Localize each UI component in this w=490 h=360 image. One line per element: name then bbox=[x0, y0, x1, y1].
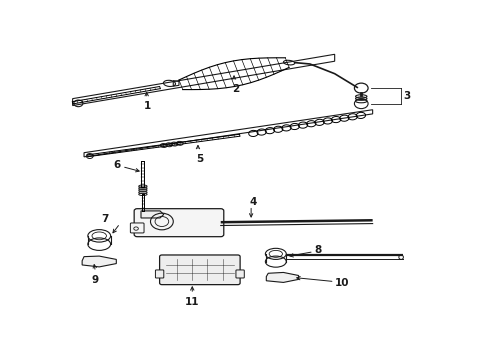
Polygon shape bbox=[82, 256, 116, 267]
Text: 2: 2 bbox=[232, 84, 240, 94]
FancyBboxPatch shape bbox=[160, 255, 240, 285]
Text: 4: 4 bbox=[249, 197, 257, 207]
FancyBboxPatch shape bbox=[130, 223, 144, 233]
Polygon shape bbox=[141, 211, 164, 218]
Text: 5: 5 bbox=[196, 154, 203, 164]
Text: 1: 1 bbox=[144, 101, 151, 111]
FancyBboxPatch shape bbox=[134, 209, 224, 237]
Text: 10: 10 bbox=[335, 278, 349, 288]
Text: 11: 11 bbox=[185, 297, 199, 307]
FancyBboxPatch shape bbox=[236, 270, 245, 278]
Text: 6: 6 bbox=[114, 160, 121, 170]
Text: 8: 8 bbox=[314, 245, 321, 255]
Text: 3: 3 bbox=[403, 91, 411, 101]
Text: 7: 7 bbox=[101, 214, 109, 224]
Text: 9: 9 bbox=[92, 275, 99, 285]
Polygon shape bbox=[267, 273, 298, 283]
FancyBboxPatch shape bbox=[155, 270, 164, 278]
